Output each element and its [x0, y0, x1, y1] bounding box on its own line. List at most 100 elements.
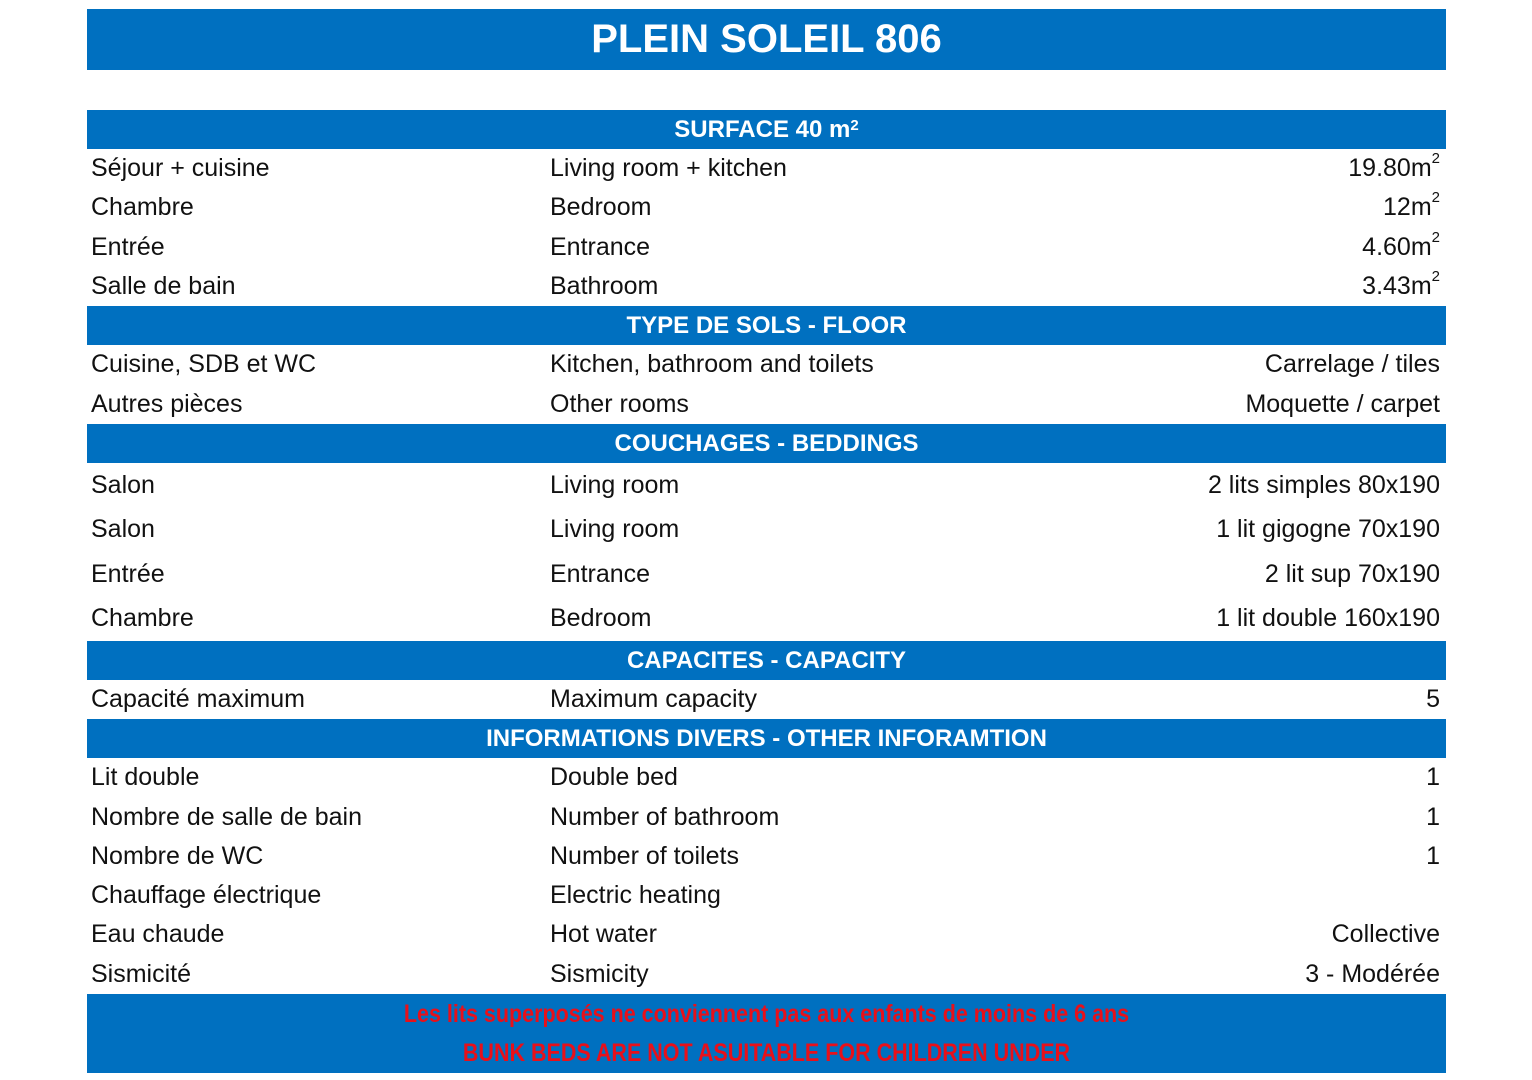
value: 3 - Modérée	[1020, 960, 1446, 989]
capacity-rows: Capacité maximum Maximum capacity 5	[87, 680, 1446, 719]
label-fr-text: Chauffage électrique	[91, 881, 322, 910]
label-fr: Nombre de WC	[87, 842, 550, 871]
label-fr-text: Salon	[91, 470, 155, 499]
label-fr: Sismicité	[87, 960, 550, 989]
label-fr-text: Chambre	[91, 193, 194, 222]
table-row: Eau chaude Hot water Collective	[87, 915, 1446, 954]
label-en: Number of toilets	[550, 842, 1020, 871]
value: 1	[1020, 803, 1446, 832]
label-en: Entrance	[550, 233, 1020, 262]
table-row: Nombre de WC Number of toilets 1	[87, 837, 1446, 876]
label-fr: Chauffage électrique	[87, 881, 550, 910]
table-row: Entrée Entrance 2 lit sup 70x190	[87, 552, 1446, 597]
label-fr-text: Eau chaude	[91, 920, 225, 949]
value-text: 2 lit sup 70x190	[1264, 559, 1440, 588]
value: 3.43m2	[1020, 268, 1446, 301]
label-fr: Séjour + cuisine	[87, 154, 550, 183]
label-fr: Salle de bain	[87, 272, 550, 301]
label-en-text: Bathroom	[550, 272, 659, 301]
table-row: Chambre Bedroom 12m2	[87, 188, 1446, 227]
beddings-rows: Salon Living room 2 lits simples 80x190 Sal…	[87, 463, 1446, 641]
surface-header-sup: 2	[850, 117, 859, 134]
table-row: Nombre de salle de bain Number of bathroo…	[87, 797, 1446, 836]
label-fr: Autres pièces	[87, 390, 550, 419]
label-fr: Cuisine, SDB et WC	[87, 350, 550, 379]
label-fr: Chambre	[87, 193, 550, 222]
table-row: Lit double Double bed 1	[87, 758, 1446, 797]
label-en-text: Entrance	[550, 559, 651, 588]
label-fr-text: Autres pièces	[91, 389, 243, 418]
section-header-surface: SURFACE 40 m2	[87, 110, 1446, 149]
label-en: Bedroom	[550, 193, 1020, 222]
label-en-text: Bedroom	[550, 604, 652, 633]
value: 1 lit gigogne 70x190	[1020, 515, 1446, 544]
value: Collective	[1020, 920, 1446, 949]
value: Moquette / carpet	[1020, 390, 1446, 419]
label-fr: Capacité maximum	[87, 685, 550, 714]
label-en: Electric heating	[550, 881, 1020, 910]
value-text: 1	[1426, 841, 1440, 870]
label-fr: Lit double	[87, 763, 550, 792]
value-text: 4.60m	[1362, 232, 1432, 261]
surface-rows: Séjour + cuisine Living room + kitchen 19.…	[87, 149, 1446, 306]
label-en: Bedroom	[550, 604, 1020, 633]
value-text: 19.80m	[1348, 154, 1432, 183]
label-fr-text: Capacité maximum	[91, 684, 305, 713]
table-row: Chauffage électrique Electric heating	[87, 876, 1446, 915]
value-text: 5	[1426, 684, 1440, 713]
value-text: Collective	[1331, 920, 1440, 949]
label-fr: Nombre de salle de bain	[87, 803, 550, 832]
value: 2 lit sup 70x190	[1020, 560, 1446, 589]
label-en-text: Bedroom	[550, 193, 652, 222]
label-en: Living room	[550, 515, 1020, 544]
label-en: Double bed	[550, 763, 1020, 792]
table-row: Séjour + cuisine Living room + kitchen 19.…	[87, 149, 1446, 188]
label-en-text: Number of bathroom	[550, 802, 780, 831]
label-en-text: Sismicity	[550, 959, 649, 988]
value: 1 lit double 160x190	[1020, 604, 1446, 633]
section-header-floor: TYPE DE SOLS - FLOOR	[87, 306, 1446, 346]
label-fr: Chambre	[87, 604, 550, 633]
value: 2 lits simples 80x190	[1020, 471, 1446, 500]
floor-rows: Cuisine, SDB et WC Kitchen, bathroom and …	[87, 345, 1446, 424]
label-en-text: Entrance	[550, 232, 651, 261]
label-en: Number of bathroom	[550, 803, 1020, 832]
value: 12m2	[1020, 189, 1446, 222]
value-text: 1	[1426, 763, 1440, 792]
label-en-text: Other rooms	[550, 389, 689, 418]
unit-superscript: 2	[1431, 268, 1440, 286]
label-fr: Entrée	[87, 233, 550, 262]
label-fr: Eau chaude	[87, 920, 550, 949]
label-en: Kitchen, bathroom and toilets	[550, 350, 1020, 379]
label-fr-text: Chambre	[91, 604, 194, 633]
label-fr-text: Nombre de salle de bain	[91, 802, 362, 831]
label-fr-text: Séjour + cuisine	[91, 154, 270, 183]
label-en-text: Living room	[550, 470, 680, 499]
label-fr-text: Entrée	[91, 232, 165, 261]
label-fr-text: Nombre de WC	[91, 841, 264, 870]
label-en-text: Living room	[550, 515, 680, 544]
table-row: Entrée Entrance 4.60m2	[87, 228, 1446, 267]
value: Carrelage / tiles	[1020, 350, 1446, 379]
table-row: Autres pièces Other rooms Moquette / carpe…	[87, 384, 1446, 423]
label-en-text: Maximum capacity	[550, 684, 757, 713]
value: 19.80m2	[1020, 150, 1446, 183]
label-fr-text: Lit double	[91, 763, 200, 792]
property-info-table: SURFACE 40 m2 Séjour + cuisine Living roo…	[87, 110, 1446, 1073]
value-text: 1	[1426, 802, 1440, 831]
warning-text-en: BUNK BEDS ARE NOT ASUITABLE FOR CHILDREN…	[462, 1038, 1071, 1067]
label-en: Living room + kitchen	[550, 154, 1020, 183]
section-header-beddings: COUCHAGES - BEDDINGS	[87, 423, 1446, 463]
table-row: Salon Living room 2 lits simples 80x190	[87, 463, 1446, 508]
section-header-capacity: CAPACITES - CAPACITY	[87, 640, 1446, 680]
label-fr-text: Cuisine, SDB et WC	[91, 350, 317, 379]
label-en: Hot water	[550, 920, 1020, 949]
label-fr: Entrée	[87, 560, 550, 589]
table-row: Chambre Bedroom 1 lit double 160x190	[87, 596, 1446, 641]
label-en: Maximum capacity	[550, 685, 1020, 714]
table-row: Sismicité Sismicity 3 - Modérée	[87, 955, 1446, 994]
warning-text-fr: Les lits superposés ne conviennent pas a…	[403, 999, 1130, 1028]
label-en: Entrance	[550, 560, 1020, 589]
label-en: Other rooms	[550, 390, 1020, 419]
value: 5	[1020, 685, 1446, 714]
